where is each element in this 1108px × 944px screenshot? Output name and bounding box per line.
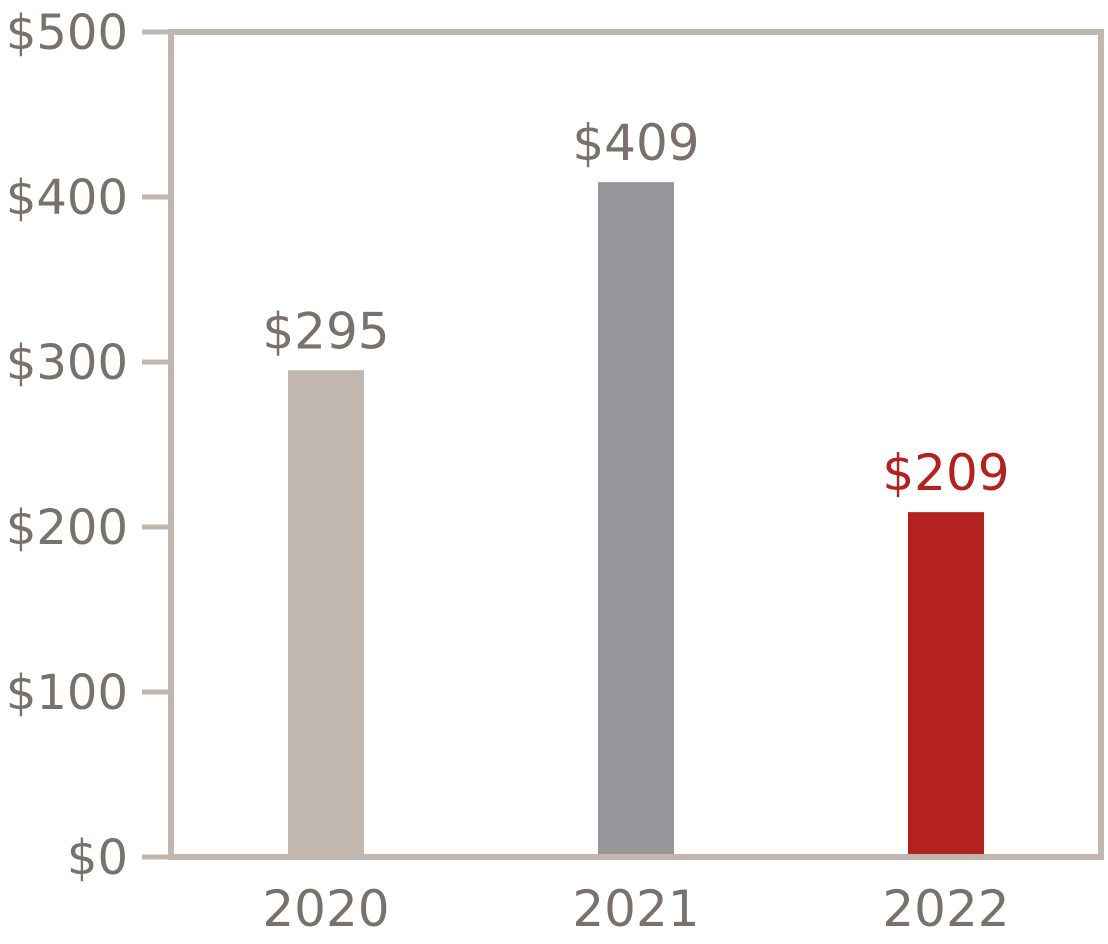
bar-2022 xyxy=(908,512,984,854)
y-tick-label: $300 xyxy=(6,335,128,391)
data-label-2022: $209 xyxy=(882,444,1009,502)
x-axis: 2020 2021 2022 xyxy=(262,880,1009,938)
bar-2020 xyxy=(288,370,364,854)
x-tick-label-2020: 2020 xyxy=(262,880,389,938)
x-tick-label-2022: 2022 xyxy=(882,880,1009,938)
data-labels: $295 $409 $209 xyxy=(262,114,1009,502)
y-tick-label: $0 xyxy=(67,830,128,886)
data-label-2020: $295 xyxy=(262,302,389,360)
bar-2021 xyxy=(598,182,674,854)
plot-frame xyxy=(168,29,1104,860)
y-axis: $0 $100 $200 $300 $400 $500 xyxy=(6,5,171,886)
y-tick-label: $100 xyxy=(6,665,128,721)
data-label-2021: $409 xyxy=(572,114,699,172)
x-tick-label-2021: 2021 xyxy=(572,880,699,938)
bars xyxy=(288,182,984,854)
y-tick-label: $400 xyxy=(6,170,128,226)
y-tick-label: $500 xyxy=(6,5,128,61)
y-tick-label: $200 xyxy=(6,500,128,556)
